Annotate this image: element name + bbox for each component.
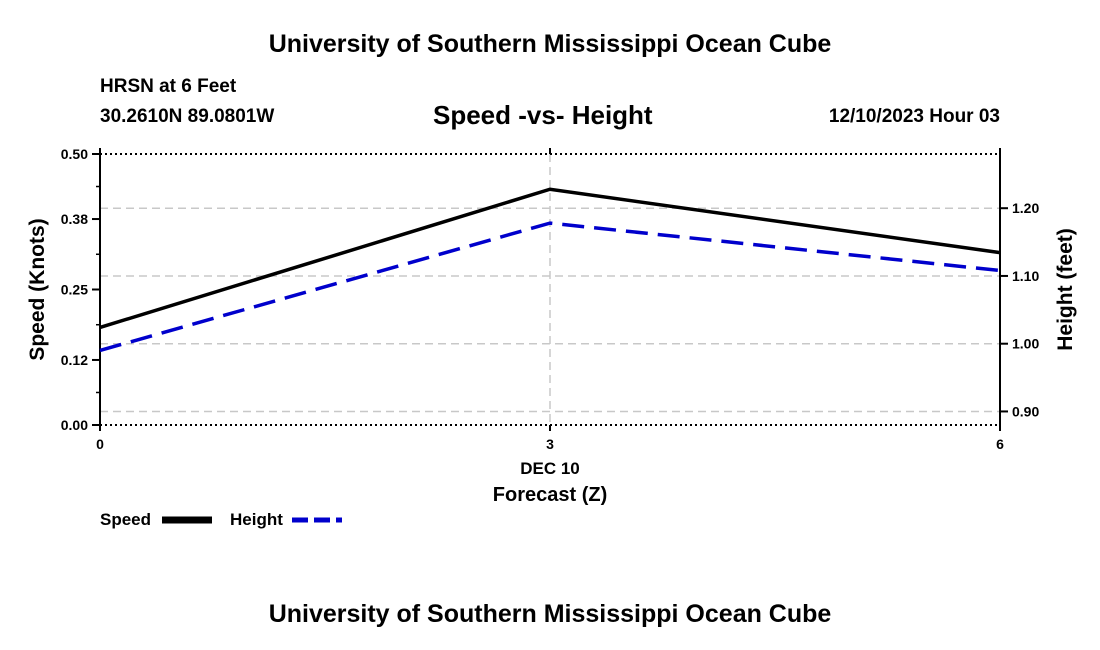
station-label: HRSN at 6 Feet bbox=[100, 76, 237, 97]
station-coordinates: 30.2610N 89.0801W bbox=[100, 106, 275, 127]
footer-title: University of Southern Mississippi Ocean… bbox=[268, 600, 832, 628]
series-line-height bbox=[99, 221, 1001, 353]
y-tick-label: 0.25 bbox=[61, 282, 88, 298]
x-tick-label: 0 bbox=[96, 436, 104, 452]
y-axis-label: Speed (Knots) bbox=[26, 218, 49, 360]
chart-title: Speed -vs- Height bbox=[433, 100, 653, 130]
y2-tick-label: 1.10 bbox=[1012, 268, 1039, 284]
grid-lines bbox=[100, 154, 1000, 425]
legend: Speed Height bbox=[100, 510, 342, 529]
y2-tick-label: 1.00 bbox=[1012, 336, 1039, 352]
y-tick-label: 0.50 bbox=[61, 146, 88, 162]
y-tick-label: 0.12 bbox=[61, 352, 88, 368]
y-tick-label: 0.00 bbox=[61, 417, 88, 433]
x-tick-label: 3 bbox=[546, 436, 554, 452]
y2-tick-label: 0.90 bbox=[1012, 403, 1039, 419]
legend-height-label: Height bbox=[230, 510, 283, 529]
x-tick-label: 6 bbox=[996, 436, 1004, 452]
y2-axis-label: Height (feet) bbox=[1054, 228, 1077, 351]
x-axis-label: Forecast (Z) bbox=[493, 484, 607, 506]
page-title: University of Southern Mississippi Ocean… bbox=[268, 30, 832, 58]
axis-ticks: 0.00 0.12 0.25 0.38 0.50 0.90 1.00 1.10 1.20 0 3 6 bbox=[61, 146, 1040, 452]
legend-speed-label: Speed bbox=[100, 510, 151, 529]
y2-tick-label: 1.20 bbox=[1012, 200, 1039, 216]
x-axis-date-label: DEC 10 bbox=[520, 459, 580, 478]
forecast-datetime: 12/10/2023 Hour 03 bbox=[828, 106, 1000, 127]
y-tick-label: 0.38 bbox=[61, 211, 88, 227]
series-lines bbox=[99, 187, 1001, 353]
series-line-speed bbox=[99, 187, 1001, 330]
